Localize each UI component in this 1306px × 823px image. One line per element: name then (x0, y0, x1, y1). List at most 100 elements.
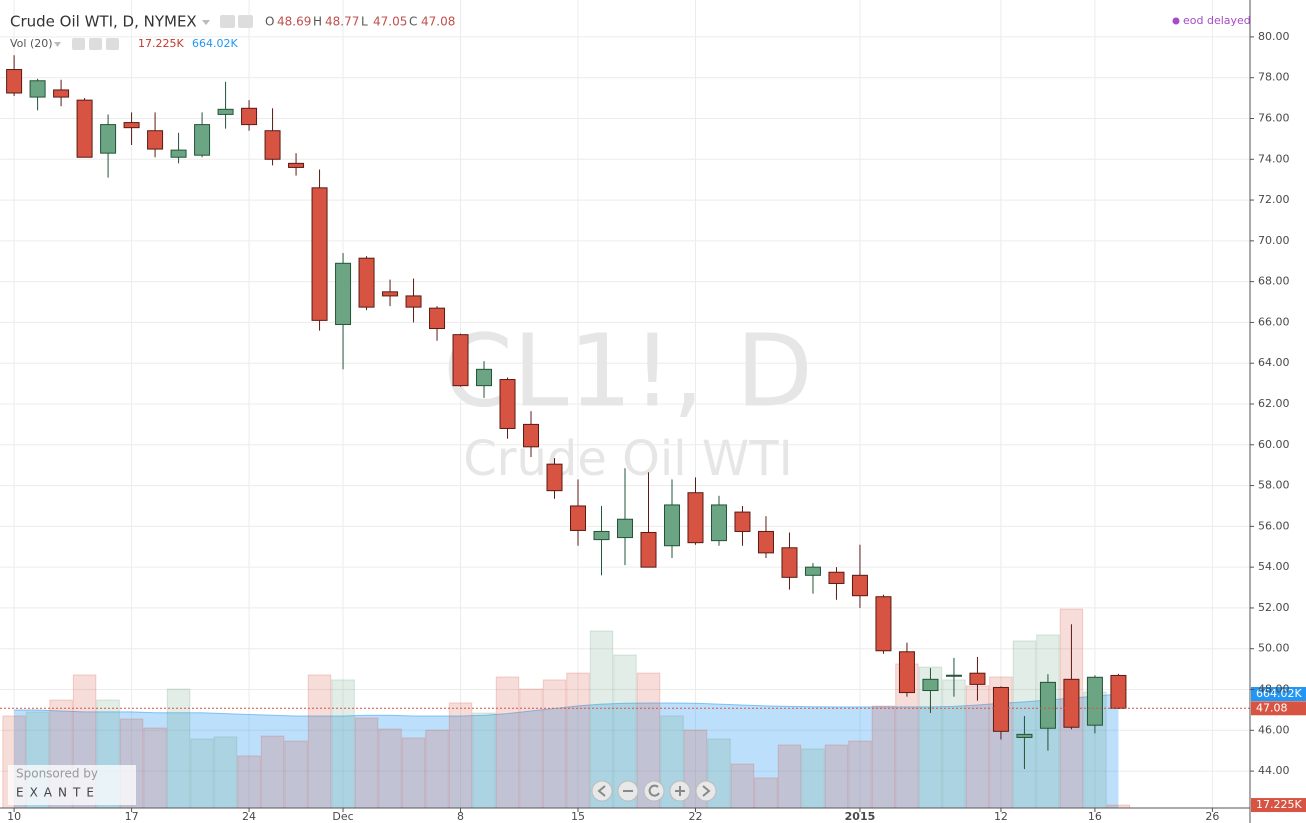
candle-body (241, 107, 258, 126)
ohlc-legend: O 48.69 H 48.77 L 47.05 C 47.08 (265, 15, 455, 29)
right-icon (702, 785, 711, 797)
volume-latest: 17.225K (138, 37, 184, 50)
y-tick-label: 58.00 (1258, 479, 1290, 492)
candle-body (29, 80, 46, 98)
volume-ma-latest: 664.02K (192, 37, 238, 50)
settings-icon[interactable] (89, 38, 102, 50)
candle-body (710, 504, 727, 542)
candle-body (734, 511, 751, 532)
candle-body (945, 674, 962, 677)
eye-icon[interactable] (220, 15, 235, 28)
eye-icon[interactable] (72, 38, 85, 50)
last-price-tag-label: 47.08 (1256, 701, 1288, 714)
y-tick-label: 50.00 (1258, 642, 1290, 655)
candle-body (76, 99, 93, 158)
candle-body (1086, 676, 1103, 726)
ohlc-value: 47.08 (421, 15, 455, 29)
candle-body (875, 596, 892, 652)
candle-body (429, 307, 446, 330)
candle-body (1110, 674, 1127, 709)
ohlc-label: O (265, 15, 274, 29)
status-dot (1172, 17, 1180, 25)
ohlc-label: C (409, 15, 417, 29)
volume-bar (284, 740, 308, 809)
volume-name: Vol (20) (10, 37, 53, 50)
volume-bar (260, 735, 285, 809)
plus-icon (675, 786, 685, 796)
dropdown-arrow[interactable] (54, 42, 61, 47)
candle-body (663, 504, 680, 547)
x-tick-label: 2015 (845, 810, 876, 823)
candle-body (358, 257, 375, 308)
candle-body (499, 379, 516, 429)
candle-body (1039, 681, 1056, 729)
ohlc-label: L (361, 15, 368, 29)
candle-body (288, 162, 305, 168)
candle-body (781, 547, 798, 578)
sponsor-text: Sponsored by (16, 767, 98, 781)
candle-body (53, 89, 70, 98)
watermark: CL1!, D Crude Oil WTI (443, 312, 813, 487)
candle-body (100, 124, 117, 154)
chart-title: Crude Oil WTI, D, NYMEX (10, 13, 197, 31)
y-tick-label: 52.00 (1258, 601, 1290, 614)
volume-bar (824, 744, 849, 809)
x-tick-label: 12 (994, 810, 1008, 823)
volume-bar (472, 712, 496, 809)
candle-body (123, 122, 140, 129)
last-price-tag (1251, 701, 1306, 716)
candle-body (828, 571, 845, 584)
sponsor-box[interactable] (8, 765, 136, 805)
volume-bar (190, 738, 214, 809)
volume-ma-tag (1251, 687, 1306, 702)
volume-bar (566, 672, 590, 809)
volume-ma-line (14, 693, 1119, 717)
x-tick-label: 16 (1088, 810, 1102, 823)
candle-body (170, 149, 187, 158)
candle-body (969, 672, 986, 685)
y-tick-label: 62.00 (1258, 397, 1290, 410)
y-tick-label: 46.00 (1258, 723, 1290, 736)
volume-ma-tag-label: 664.02K (1256, 687, 1302, 700)
navigation-icons (597, 784, 711, 797)
volume-tag-label: 17.225K (1256, 798, 1302, 811)
y-tick-label: 48.00 (1258, 683, 1290, 696)
x-tick-label: 17 (125, 810, 139, 823)
candle-body (1016, 733, 1033, 738)
candle-body (851, 574, 868, 597)
candle-body (311, 187, 328, 321)
ohlc-value: 47.05 (373, 15, 407, 29)
dropdown-arrow[interactable] (202, 20, 210, 25)
settings-icon[interactable] (238, 15, 253, 28)
scroll-right-button[interactable] (695, 780, 717, 802)
y-tick-label: 54.00 (1258, 560, 1290, 573)
x-tick-label: 10 (7, 810, 21, 823)
volume-bar (871, 705, 896, 809)
candle-body (217, 108, 234, 115)
scroll-left-button[interactable] (591, 780, 613, 802)
y-tick-label: 74.00 (1258, 152, 1290, 165)
x-tick-label: 8 (457, 810, 464, 823)
volume-bar (237, 755, 261, 809)
close-icon[interactable] (106, 38, 119, 50)
volume-bar (942, 679, 966, 809)
candle-body (922, 678, 939, 692)
y-tick-label: 70.00 (1258, 234, 1290, 247)
y-tick-label: 64.00 (1258, 356, 1290, 369)
volume-ma-area (14, 694, 1119, 808)
y-tick-label: 44.00 (1258, 764, 1290, 777)
watermark-subtitle: Crude Oil WTI (463, 431, 793, 487)
reset-button[interactable] (643, 780, 665, 802)
volume-bar (166, 688, 191, 809)
y-tick-label: 78.00 (1258, 71, 1290, 84)
x-tick-label: 26 (1205, 810, 1219, 823)
candle-body (898, 651, 915, 694)
volume-bar (448, 702, 473, 809)
x-tick-label: 15 (571, 810, 585, 823)
ohlc-value: 48.77 (325, 15, 359, 29)
volume-bar (401, 737, 426, 809)
candle-body (264, 130, 281, 160)
x-tick-label: Dec (332, 810, 353, 823)
sponsor-name: EXANTE (16, 786, 100, 800)
candle-body (476, 368, 493, 387)
